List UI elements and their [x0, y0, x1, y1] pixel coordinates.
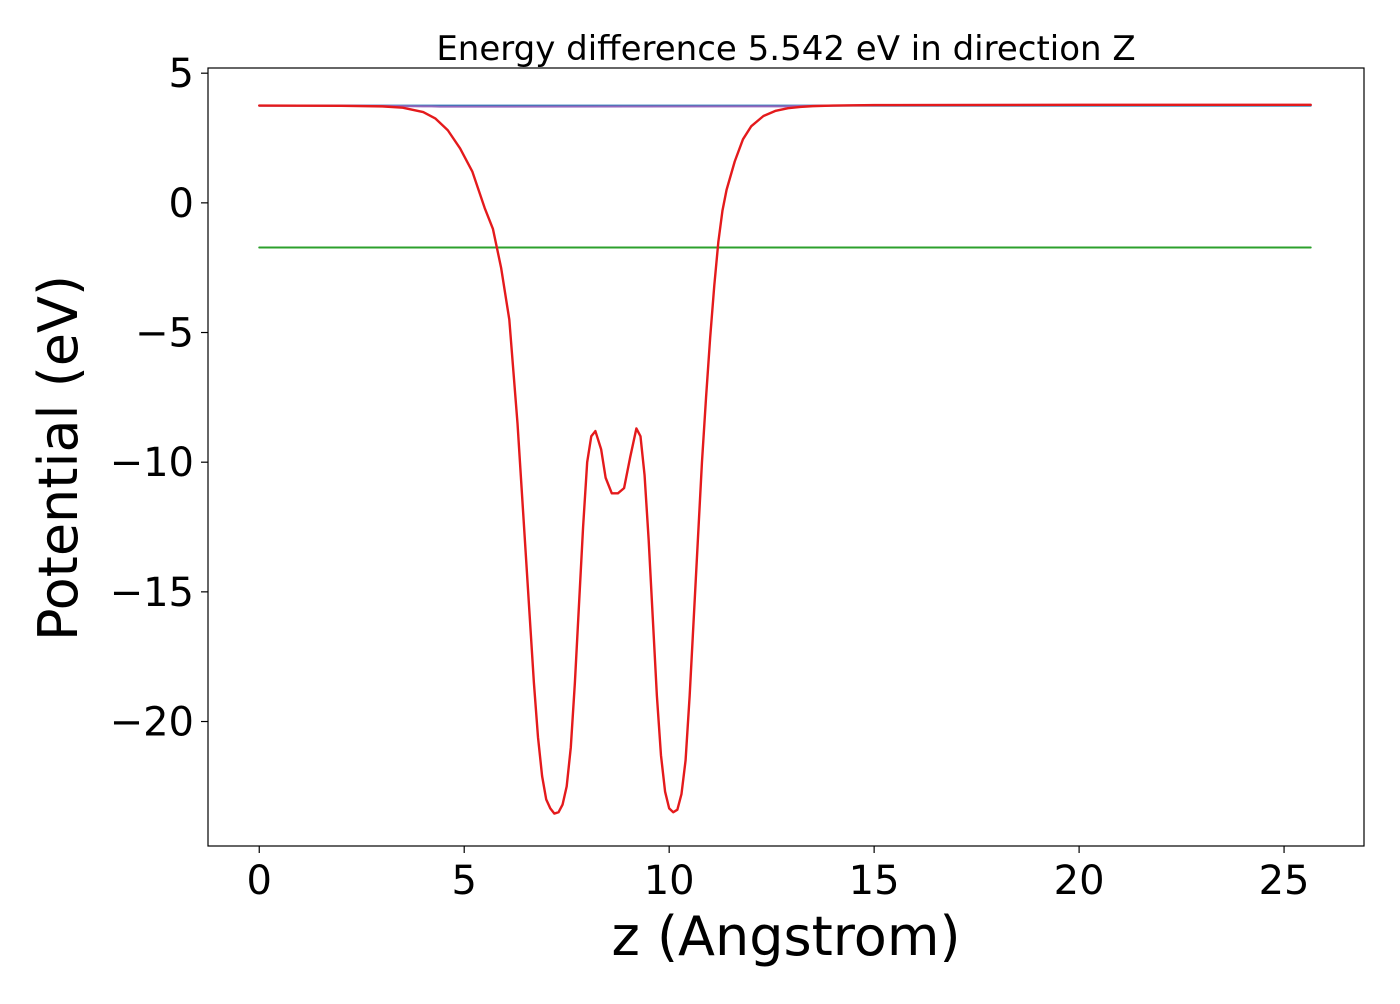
y-tick-label: −20 — [110, 700, 194, 746]
x-tick-label: 5 — [451, 858, 476, 904]
series-line-4 — [258, 103, 1312, 815]
y-tick-label: −5 — [135, 311, 194, 357]
x-axis-title: z (Angstrom) — [611, 905, 960, 968]
x-tick-label: 15 — [849, 858, 900, 904]
plot-frame — [207, 67, 1365, 847]
y-tick-label: −10 — [110, 440, 194, 486]
y-tick-label: −15 — [110, 570, 194, 616]
x-tick-label: 20 — [1054, 858, 1105, 904]
plot-area — [258, 103, 1312, 815]
y-tick-label: 5 — [169, 51, 194, 97]
y-tick-label: 0 — [169, 181, 194, 227]
x-tick-label: 10 — [644, 858, 695, 904]
chart-title: Energy difference 5.542 eV in direction … — [436, 29, 1135, 69]
x-tick-label: 0 — [247, 858, 272, 904]
y-axis-title: Potential (eV) — [27, 275, 90, 641]
axis-ticks: 0 5 10 15 20 25 5 0 −5 −10 −15 −20 — [110, 51, 1310, 904]
x-tick-label: 25 — [1259, 858, 1310, 904]
